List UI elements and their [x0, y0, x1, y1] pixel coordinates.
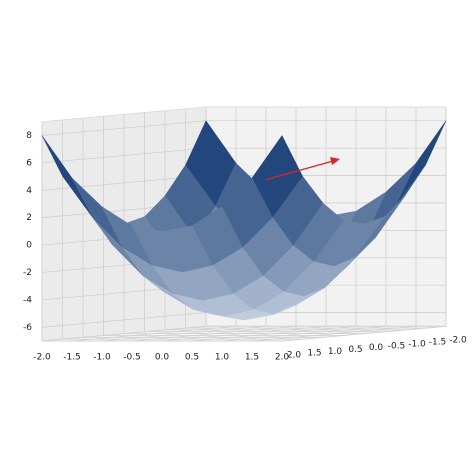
arrow-line [264, 160, 334, 181]
y-tick-label: 0.0 [369, 343, 384, 353]
y-grid-line [103, 116, 344, 336]
x-tick-label: -1.5 [63, 353, 81, 363]
y-tick-label: -1.0 [408, 339, 426, 349]
z-tick-label: 6 [26, 158, 32, 168]
z-tick-label: 8 [26, 131, 32, 141]
x-tick-label: 2.0 [275, 353, 290, 363]
arrow-head [330, 157, 340, 165]
y-tick-label: 2.0 [287, 351, 302, 361]
z-tick-label: -4 [23, 295, 32, 305]
z-tick-label: 0 [26, 241, 32, 251]
z-tick-label: 4 [26, 186, 32, 196]
x-tick-label: -1.0 [93, 353, 111, 363]
y-grid-line [41, 121, 282, 342]
y-tick-label: 1.5 [307, 349, 321, 359]
y-grid-line [164, 110, 405, 331]
x-tick-label: 1.5 [245, 353, 259, 363]
arrow [264, 157, 340, 181]
y-tick-label: -2.0 [449, 336, 467, 346]
x-tick-label: 0.5 [185, 353, 199, 363]
y-tick-label: -0.5 [388, 341, 406, 351]
z-tick-label: -2 [23, 268, 32, 278]
surface-patch [161, 225, 213, 273]
x-tick-label: -0.5 [123, 353, 141, 363]
x-tick-label: 0.0 [155, 353, 170, 363]
x-tick-label: -2.0 [33, 353, 51, 363]
y-tick-label: 0.5 [348, 345, 362, 355]
y-tick-label: 1.0 [328, 347, 343, 357]
z-tick-label: 2 [26, 213, 32, 223]
z-tick-label: -6 [23, 323, 32, 333]
y-grid-line [144, 112, 385, 333]
y-tick-label: -1.5 [429, 338, 447, 348]
y-grid-line [123, 114, 364, 335]
x-tick-label: 1.0 [215, 353, 230, 363]
y-grid-line [62, 119, 303, 340]
